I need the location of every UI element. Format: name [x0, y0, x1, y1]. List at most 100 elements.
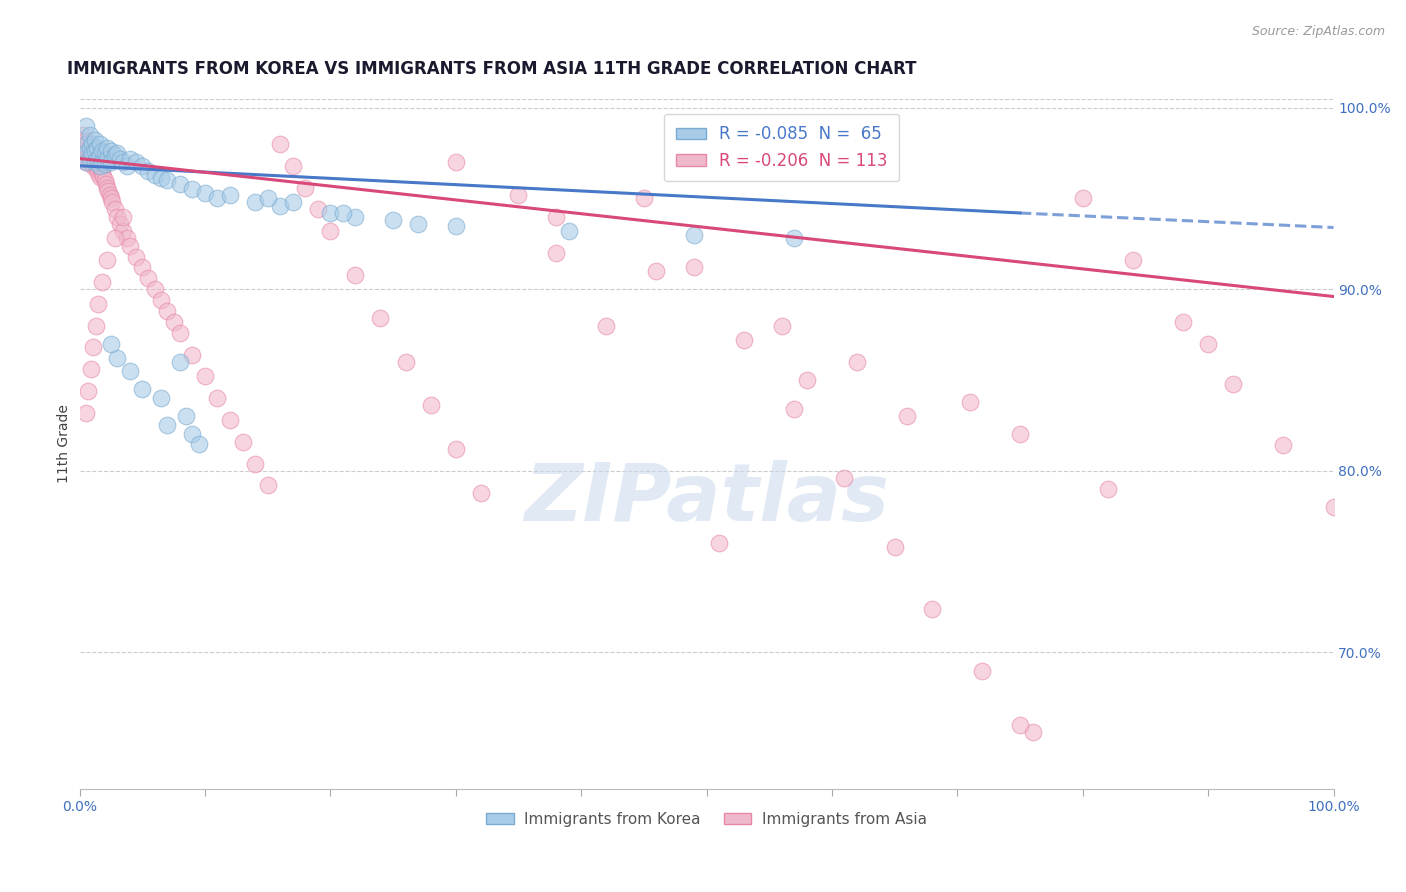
Point: [89, 159, 111, 173]
Point: [344, 268, 367, 282]
Point: [83, 145, 105, 159]
Point: [105, 210, 128, 224]
Point: [100, 155, 122, 169]
Point: [84, 318, 107, 333]
Point: [150, 293, 173, 307]
Point: [93, 173, 115, 187]
Point: [256, 191, 278, 205]
Point: [1272, 438, 1295, 452]
Point: [181, 348, 204, 362]
Point: [125, 250, 148, 264]
Point: [91, 145, 114, 159]
Point: [683, 227, 706, 242]
Point: [80, 155, 103, 169]
Point: [75, 155, 97, 169]
Point: [115, 159, 138, 173]
Point: [207, 191, 229, 205]
Point: [1222, 376, 1244, 391]
Point: [108, 217, 131, 231]
Point: [87, 155, 110, 169]
Point: [921, 601, 943, 615]
Point: [1008, 718, 1031, 732]
Point: [595, 318, 617, 333]
Point: [72, 140, 94, 154]
Point: [125, 155, 148, 169]
Point: [896, 409, 918, 424]
Point: [156, 304, 179, 318]
Point: [108, 152, 131, 166]
Point: [707, 536, 730, 550]
Point: [104, 148, 127, 162]
Point: [174, 409, 197, 424]
Point: [169, 355, 191, 369]
Point: [131, 260, 153, 275]
Point: [181, 427, 204, 442]
Point: [89, 136, 111, 151]
Point: [1008, 427, 1031, 442]
Point: [115, 231, 138, 245]
Point: [1071, 191, 1094, 205]
Point: [75, 133, 97, 147]
Point: [319, 206, 342, 220]
Point: [557, 224, 579, 238]
Point: [80, 146, 103, 161]
Point: [79, 128, 101, 142]
Point: [90, 162, 112, 177]
Point: [143, 282, 166, 296]
Point: [86, 152, 108, 166]
Point: [243, 195, 266, 210]
Point: [82, 159, 104, 173]
Point: [89, 169, 111, 184]
Point: [75, 406, 97, 420]
Point: [112, 155, 135, 169]
Point: [112, 210, 135, 224]
Point: [83, 155, 105, 169]
Point: [79, 152, 101, 166]
Text: IMMIGRANTS FROM KOREA VS IMMIGRANTS FROM ASIA 11TH GRADE CORRELATION CHART: IMMIGRANTS FROM KOREA VS IMMIGRANTS FROM…: [67, 60, 917, 78]
Point: [91, 155, 114, 169]
Point: [77, 136, 100, 151]
Point: [91, 166, 114, 180]
Point: [75, 155, 97, 169]
Point: [281, 159, 304, 173]
Point: [83, 145, 105, 159]
Point: [150, 171, 173, 186]
Point: [86, 162, 108, 177]
Point: [231, 434, 253, 449]
Point: [76, 152, 98, 166]
Point: [181, 182, 204, 196]
Point: [96, 140, 118, 154]
Text: Source: ZipAtlas.com: Source: ZipAtlas.com: [1251, 25, 1385, 38]
Point: [783, 231, 806, 245]
Point: [269, 199, 291, 213]
Point: [883, 540, 905, 554]
Point: [156, 173, 179, 187]
Point: [770, 318, 793, 333]
Point: [80, 145, 103, 159]
Point: [544, 210, 567, 224]
Point: [344, 210, 367, 224]
Point: [319, 224, 342, 238]
Point: [96, 152, 118, 166]
Point: [86, 152, 108, 166]
Point: [100, 191, 122, 205]
Point: [281, 195, 304, 210]
Point: [75, 119, 97, 133]
Point: [100, 336, 122, 351]
Point: [156, 418, 179, 433]
Point: [79, 152, 101, 166]
Point: [219, 413, 242, 427]
Point: [96, 180, 118, 194]
Point: [269, 136, 291, 151]
Point: [169, 177, 191, 191]
Point: [219, 187, 242, 202]
Point: [73, 136, 96, 151]
Point: [1171, 315, 1194, 329]
Point: [112, 224, 135, 238]
Point: [104, 231, 127, 245]
Point: [1197, 336, 1219, 351]
Point: [1021, 725, 1043, 739]
Point: [75, 136, 97, 151]
Point: [733, 333, 755, 347]
Point: [96, 253, 118, 268]
